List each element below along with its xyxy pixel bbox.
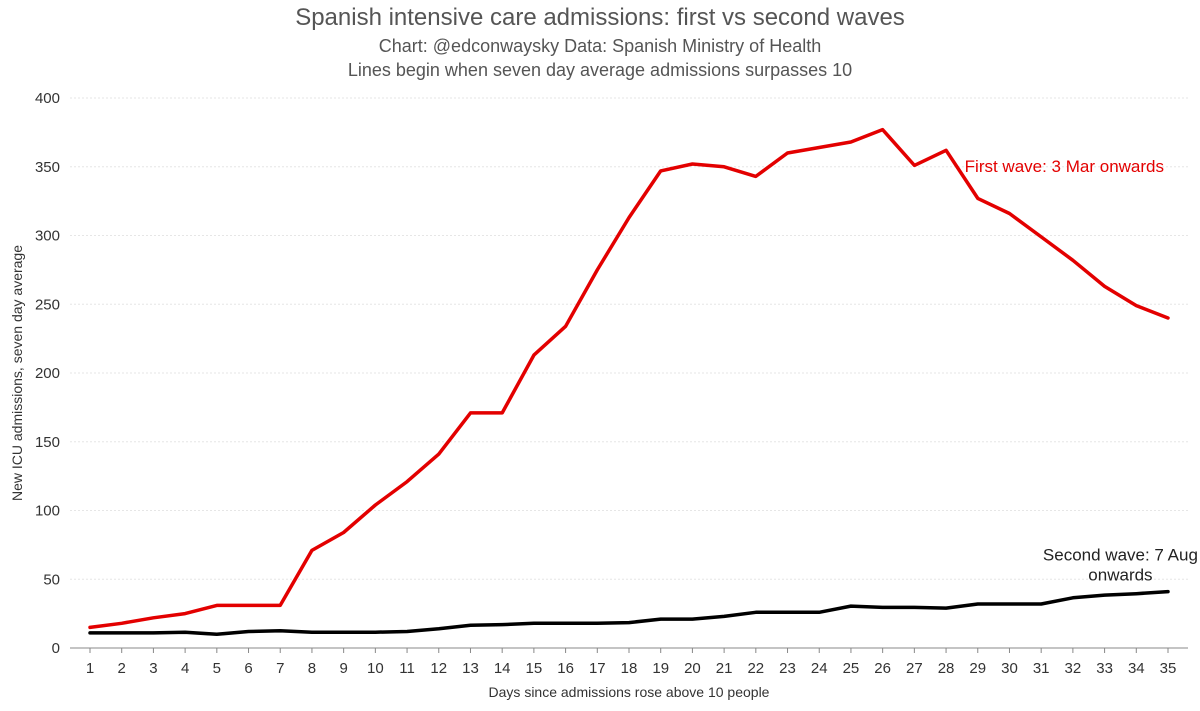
x-tick-label: 15 bbox=[526, 660, 543, 677]
y-tick-label: 100 bbox=[35, 503, 60, 520]
x-tick-label: 4 bbox=[181, 660, 189, 677]
x-tick-label: 21 bbox=[716, 660, 733, 677]
x-tick-label: 22 bbox=[747, 660, 764, 677]
chart-subtitle: Chart: @edconwaysky Data: Spanish Minist… bbox=[378, 36, 822, 56]
x-tick-label: 17 bbox=[589, 660, 606, 677]
y-tick-label: 350 bbox=[35, 159, 60, 176]
x-tick-label: 8 bbox=[308, 660, 316, 677]
x-axis-label: Days since admissions rose above 10 peop… bbox=[489, 684, 770, 700]
x-tick-label: 23 bbox=[779, 660, 796, 677]
x-tick-label: 20 bbox=[684, 660, 701, 677]
chart-note: Lines begin when seven day average admis… bbox=[347, 60, 853, 80]
x-tick-label: 28 bbox=[938, 660, 955, 677]
x-tick-label: 34 bbox=[1128, 660, 1145, 677]
x-tick-label: 27 bbox=[906, 660, 923, 677]
y-tick-label: 300 bbox=[35, 228, 60, 245]
y-tick-label: 200 bbox=[35, 365, 60, 382]
x-tick-label: 33 bbox=[1096, 660, 1113, 677]
x-tick-label: 29 bbox=[969, 660, 986, 677]
y-axis-ticks: 0 50 100 150 200 250 300 350 400 bbox=[35, 90, 60, 657]
series-layer bbox=[88, 127, 1170, 637]
x-tick-label: 32 bbox=[1065, 660, 1082, 677]
y-axis-label: New ICU admissions, seven day average bbox=[9, 245, 25, 501]
x-tick-label: 9 bbox=[339, 660, 347, 677]
x-tick-label: 19 bbox=[652, 660, 669, 677]
x-axis-ticks: 1 2 3 4 5 6 7 8 9 10 11 12 13 14 15 16 17 18 19 20 21 22 23 24 2… bbox=[86, 648, 1177, 677]
x-tick-label: 7 bbox=[276, 660, 284, 677]
y-tick-label: 250 bbox=[35, 296, 60, 313]
series-line-first bbox=[88, 127, 1170, 630]
x-tick-label: 16 bbox=[557, 660, 574, 677]
annotation-second-wave: Second wave: 7 Aug onwards bbox=[1043, 546, 1198, 585]
x-tick-label: 14 bbox=[494, 660, 511, 677]
annotation-first-wave: First wave: 3 Mar onwards bbox=[965, 157, 1164, 176]
chart-title: Spanish intensive care admissions: first… bbox=[295, 4, 905, 31]
y-tick-label: 0 bbox=[52, 640, 60, 657]
x-tick-label: 1 bbox=[86, 660, 94, 677]
y-tick-label: 150 bbox=[35, 434, 60, 451]
x-tick-label: 24 bbox=[811, 660, 828, 677]
x-tick-label: 3 bbox=[149, 660, 157, 677]
y-tick-label: 400 bbox=[35, 90, 60, 107]
series-line-second bbox=[88, 589, 1170, 637]
y-tick-label: 50 bbox=[43, 571, 60, 588]
x-tick-label: 35 bbox=[1160, 660, 1177, 677]
x-tick-label: 6 bbox=[244, 660, 252, 677]
x-tick-label: 10 bbox=[367, 660, 384, 677]
x-tick-label: 26 bbox=[874, 660, 891, 677]
x-tick-label: 12 bbox=[430, 660, 447, 677]
x-tick-label: 11 bbox=[399, 660, 415, 677]
x-tick-label: 18 bbox=[621, 660, 638, 677]
annotations: First wave: 3 Mar onwards Second wave: 7 … bbox=[965, 157, 1198, 585]
x-tick-label: 2 bbox=[118, 660, 126, 677]
x-tick-label: 30 bbox=[1001, 660, 1018, 677]
x-tick-label: 5 bbox=[213, 660, 221, 677]
x-tick-label: 31 bbox=[1033, 660, 1050, 677]
x-tick-label: 13 bbox=[462, 660, 479, 677]
x-tick-label: 25 bbox=[843, 660, 860, 677]
annotation-line: onwards bbox=[1088, 566, 1152, 585]
annotation-line: Second wave: 7 Aug bbox=[1043, 546, 1198, 565]
